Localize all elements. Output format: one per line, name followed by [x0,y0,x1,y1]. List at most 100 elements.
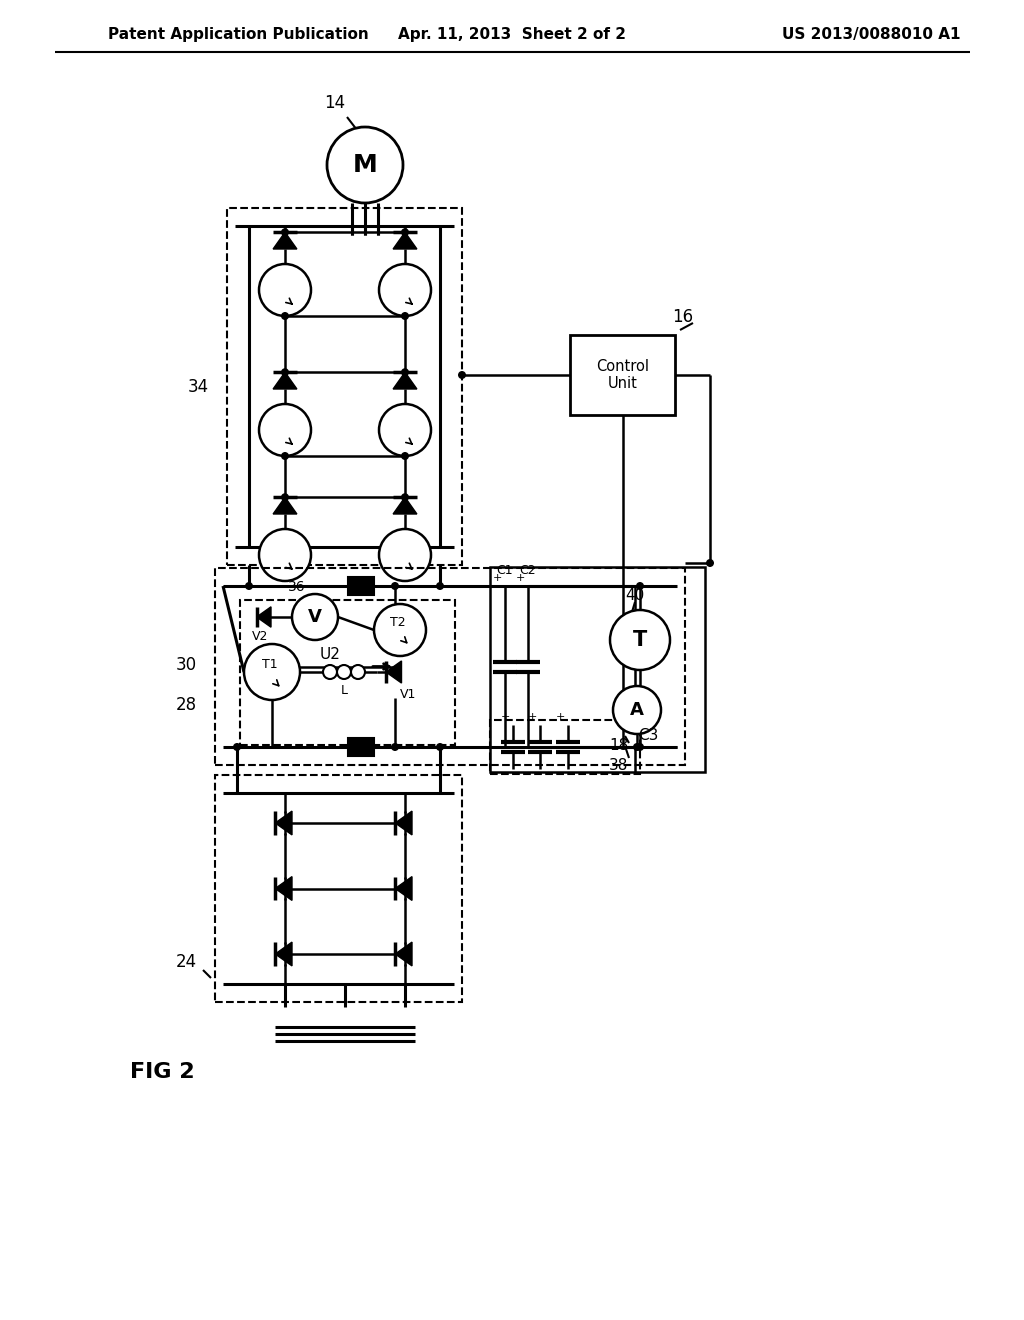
Polygon shape [393,372,417,389]
Polygon shape [257,607,271,627]
Polygon shape [273,372,297,389]
Circle shape [436,582,444,590]
Text: T1: T1 [262,657,278,671]
Circle shape [337,665,351,678]
Circle shape [613,686,662,734]
Text: +: + [501,711,510,722]
Text: 14: 14 [325,94,345,112]
Text: V2: V2 [252,631,268,644]
Text: V: V [308,609,322,626]
Bar [215,775,462,1002]
Circle shape [281,950,289,958]
Circle shape [401,228,409,236]
Circle shape [259,404,311,455]
Circle shape [401,494,409,502]
Polygon shape [395,810,412,836]
Text: 16: 16 [673,308,693,326]
Circle shape [379,404,431,455]
Text: T2: T2 [390,615,406,628]
Circle shape [233,743,241,751]
Text: M: M [352,153,378,177]
Circle shape [401,884,409,892]
Polygon shape [273,498,297,513]
Circle shape [244,644,300,700]
Bar [348,738,374,756]
Circle shape [706,558,714,568]
Text: +: + [515,573,524,583]
Bar [348,577,374,595]
Circle shape [401,884,409,892]
Circle shape [633,743,641,751]
Text: +: + [527,711,537,722]
Circle shape [401,818,409,828]
Circle shape [401,884,409,892]
Circle shape [458,371,466,379]
Circle shape [259,264,311,315]
Circle shape [379,264,431,315]
Text: FIG 2: FIG 2 [130,1063,195,1082]
Text: T: T [633,630,647,649]
Text: V1: V1 [400,688,417,701]
Polygon shape [273,232,297,249]
Circle shape [401,312,409,319]
Bar [490,568,705,772]
Text: U2: U2 [319,647,340,663]
Text: Control
Unit: Control Unit [596,359,649,391]
Text: 40: 40 [626,587,645,602]
Circle shape [292,594,338,640]
Circle shape [281,884,289,892]
Text: US 2013/0088010 A1: US 2013/0088010 A1 [781,28,961,42]
Circle shape [281,312,289,319]
Text: A: A [630,701,644,719]
Circle shape [281,228,289,236]
Text: C1: C1 [497,565,513,578]
Circle shape [351,665,365,678]
Circle shape [636,582,644,590]
Text: C3: C3 [638,727,658,742]
Polygon shape [275,942,292,966]
Text: +: + [555,711,564,722]
Circle shape [245,582,253,590]
Circle shape [281,884,289,892]
Bar [570,335,675,414]
Bar [215,568,685,766]
Text: +: + [493,573,502,583]
Circle shape [281,368,289,376]
Polygon shape [393,232,417,249]
Polygon shape [275,810,292,836]
Circle shape [401,950,409,958]
Circle shape [327,127,403,203]
Circle shape [636,743,644,751]
Circle shape [610,610,670,671]
Polygon shape [386,661,401,682]
Text: C2: C2 [520,565,537,578]
Circle shape [391,582,399,590]
Bar [227,209,462,565]
Text: 24: 24 [176,953,197,972]
Circle shape [281,494,289,502]
Circle shape [374,605,426,656]
Text: 36: 36 [288,579,306,594]
Circle shape [379,529,431,581]
Bar [490,719,640,774]
Text: 18: 18 [609,738,629,752]
Text: 28: 28 [176,696,197,714]
Circle shape [281,884,289,892]
Circle shape [401,451,409,459]
Text: 38: 38 [609,758,629,772]
Polygon shape [395,942,412,966]
Bar [240,601,455,744]
Circle shape [401,368,409,376]
Polygon shape [395,876,412,900]
Circle shape [281,818,289,828]
Circle shape [259,529,311,581]
Text: Apr. 11, 2013  Sheet 2 of 2: Apr. 11, 2013 Sheet 2 of 2 [398,28,626,42]
Polygon shape [275,876,292,900]
Circle shape [436,743,444,751]
Circle shape [391,743,399,751]
Text: Patent Application Publication: Patent Application Publication [108,28,369,42]
Text: 34: 34 [187,378,209,396]
Polygon shape [393,498,417,513]
Circle shape [323,665,337,678]
Circle shape [281,451,289,459]
